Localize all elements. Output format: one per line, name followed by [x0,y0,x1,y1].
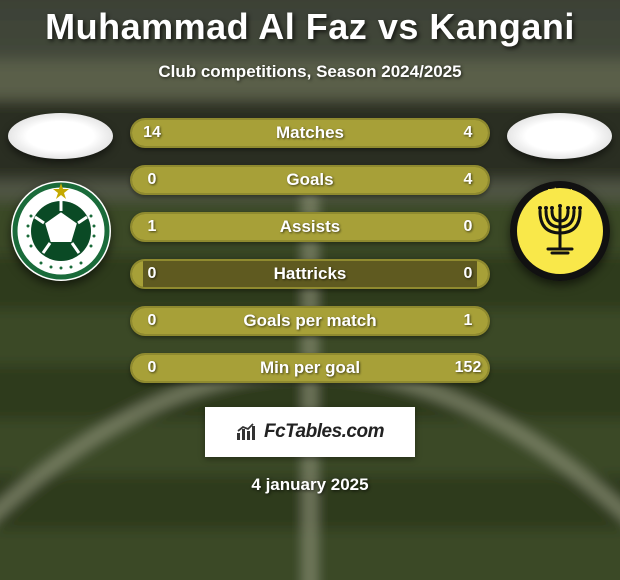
stat-row: 1Assists0 [130,212,490,242]
stat-value-right: 0 [448,218,488,236]
stat-value-left: 0 [132,171,172,189]
stat-value-left: 0 [132,359,172,377]
stat-row: 0Goals per match1 [130,306,490,336]
stat-value-right: 4 [448,124,488,142]
stat-label: Matches [172,123,448,143]
stat-label: Hattricks [172,264,448,284]
stat-row: 0Hattricks0 [130,259,490,289]
stat-label: Assists [172,217,448,237]
page-subtitle: Club competitions, Season 2024/2025 [0,62,620,82]
watermark-badge: FcTables.com [205,407,415,457]
stat-value-left: 0 [132,265,172,283]
stat-label: Goals per match [172,311,448,331]
stat-row: 14Matches4 [130,118,490,148]
stat-value-right: 152 [448,359,488,377]
stat-row: 0Min per goal152 [130,353,490,383]
footer-date: 4 january 2025 [0,475,620,495]
stat-value-left: 1 [132,218,172,236]
stat-value-right: 1 [448,312,488,330]
stat-row: 0Goals4 [130,165,490,195]
stats-container: 14Matches40Goals41Assists00Hattricks00Go… [130,118,490,383]
watermark-text: FcTables.com [264,421,384,443]
page-title: Muhammad Al Faz vs Kangani [0,6,620,48]
chart-icon [236,423,258,441]
stat-label: Goals [172,170,448,190]
stat-value-right: 0 [448,265,488,283]
stat-value-left: 14 [132,124,172,142]
stat-value-left: 0 [132,312,172,330]
stat-value-right: 4 [448,171,488,189]
stat-label: Min per goal [172,358,448,378]
